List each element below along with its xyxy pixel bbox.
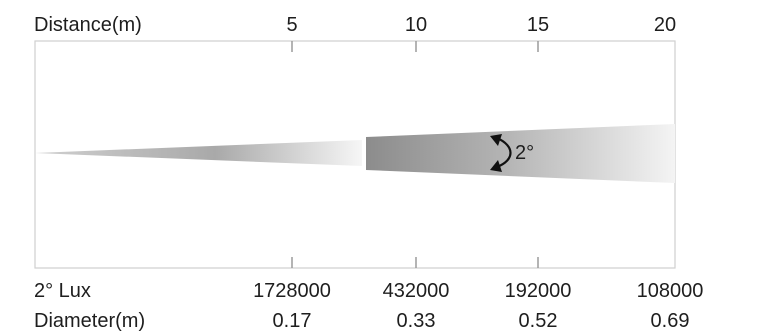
diameter-value-20: 0.69 [650,310,690,332]
beam-far-section [366,124,675,183]
distance-value-20: 20 [653,14,677,36]
lux-value-15: 192000 [504,280,572,302]
lux-value-5: 1728000 [253,280,331,302]
beam-angle-label: 2° [515,142,535,164]
diameter-value-5: 0.17 [272,310,312,332]
lux-value-10: 432000 [382,280,450,302]
distance-value-10: 10 [404,14,428,36]
diameter-value-10: 0.33 [396,310,436,332]
distance-value-5: 5 [286,14,298,36]
diameter-label: Diameter(m) [34,310,146,332]
lux-value-20: 108000 [636,280,704,302]
distance-label: Distance(m) [34,14,142,36]
distance-value-15: 15 [526,14,550,36]
beam-near-section [35,140,362,166]
diameter-value-15: 0.52 [518,310,558,332]
beam-angle-arrow-icon [490,134,512,172]
lux-label: 2° Lux [34,280,91,302]
